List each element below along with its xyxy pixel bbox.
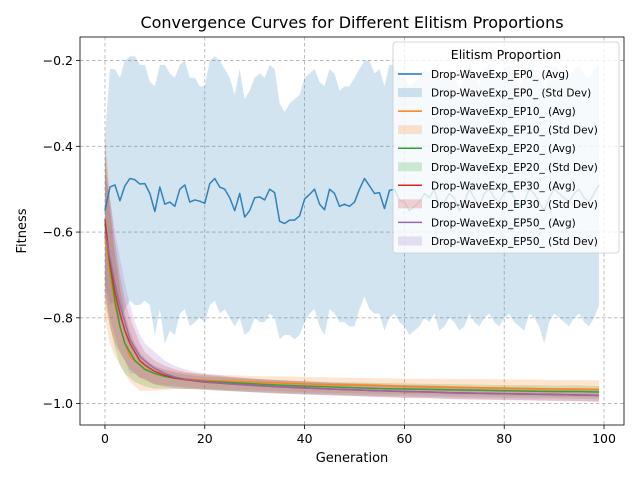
std-dev-band-ep2 [104,154,600,400]
x-tick-label: 0 [101,431,109,446]
y-axis-label: Fitness [15,208,30,253]
legend-box [392,41,620,254]
legend-std-swatch [398,236,422,246]
y-tick-label: −0.2 [43,53,73,68]
avg-line-ep1 [104,236,600,391]
legend: Elitism Proportion Drop-WaveExp_EP0_ (Av… [392,41,620,254]
legend-avg-label: Drop-WaveExp_EP10_ (Avg) [431,106,576,118]
legend-std-label: Drop-WaveExp_EP20_ (Std Dev) [431,162,598,174]
avg-lines [104,177,600,397]
axis-ticks: 0 20 40 60 80 100 −1.0 −0.8 −0.6 −0.4 −0.2 [43,53,616,446]
x-tick-label: 80 [496,431,512,446]
y-tick-label: −0.8 [43,310,73,325]
y-tick-label: −0.4 [43,139,73,154]
legend-std-swatch [398,199,422,209]
legend-items: Drop-WaveExp_EP0_ (Avg) Drop-WaveExp_EP0_… [398,69,598,248]
legend-std-swatch [398,162,422,172]
legend-std-label: Drop-WaveExp_EP0_ (Std Dev) [431,88,591,100]
legend-std-swatch [398,88,422,98]
x-axis-label: Generation [316,451,389,466]
x-tick-label: 100 [592,431,616,446]
legend-avg-label: Drop-WaveExp_EP50_ (Avg) [431,217,576,229]
x-tick-label: 40 [297,431,313,446]
legend-std-label: Drop-WaveExp_EP50_ (Std Dev) [431,236,598,248]
chart-title: Convergence Curves for Different Elitism… [140,13,563,32]
legend-avg-label: Drop-WaveExp_EP30_ (Avg) [431,180,576,192]
x-tick-label: 20 [197,431,213,446]
avg-line-ep2 [104,223,600,393]
std-dev-band-ep3 [104,137,600,402]
legend-std-swatch [398,125,422,135]
legend-std-label: Drop-WaveExp_EP30_ (Std Dev) [431,199,598,211]
x-tick-label: 60 [396,431,412,446]
plot-frame [79,36,625,426]
std-dev-band-ep4 [104,172,600,402]
legend-avg-label: Drop-WaveExp_EP20_ (Avg) [431,143,576,155]
y-tick-label: −1.0 [43,396,73,411]
legend-avg-label: Drop-WaveExp_EP0_ (Avg) [431,69,569,81]
avg-line-ep4 [104,231,600,397]
y-tick-label: −0.6 [43,225,73,240]
legend-std-label: Drop-WaveExp_EP10_ (Std Dev) [431,125,598,137]
legend-title: Elitism Proportion [451,47,561,62]
